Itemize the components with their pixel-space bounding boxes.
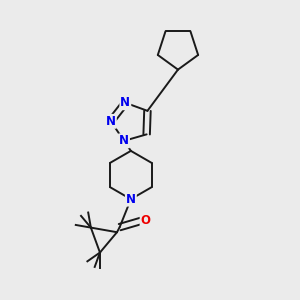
Text: N: N [120, 96, 130, 109]
Text: N: N [126, 193, 136, 206]
Text: N: N [119, 134, 129, 147]
Text: N: N [106, 115, 116, 128]
Text: O: O [141, 214, 151, 227]
